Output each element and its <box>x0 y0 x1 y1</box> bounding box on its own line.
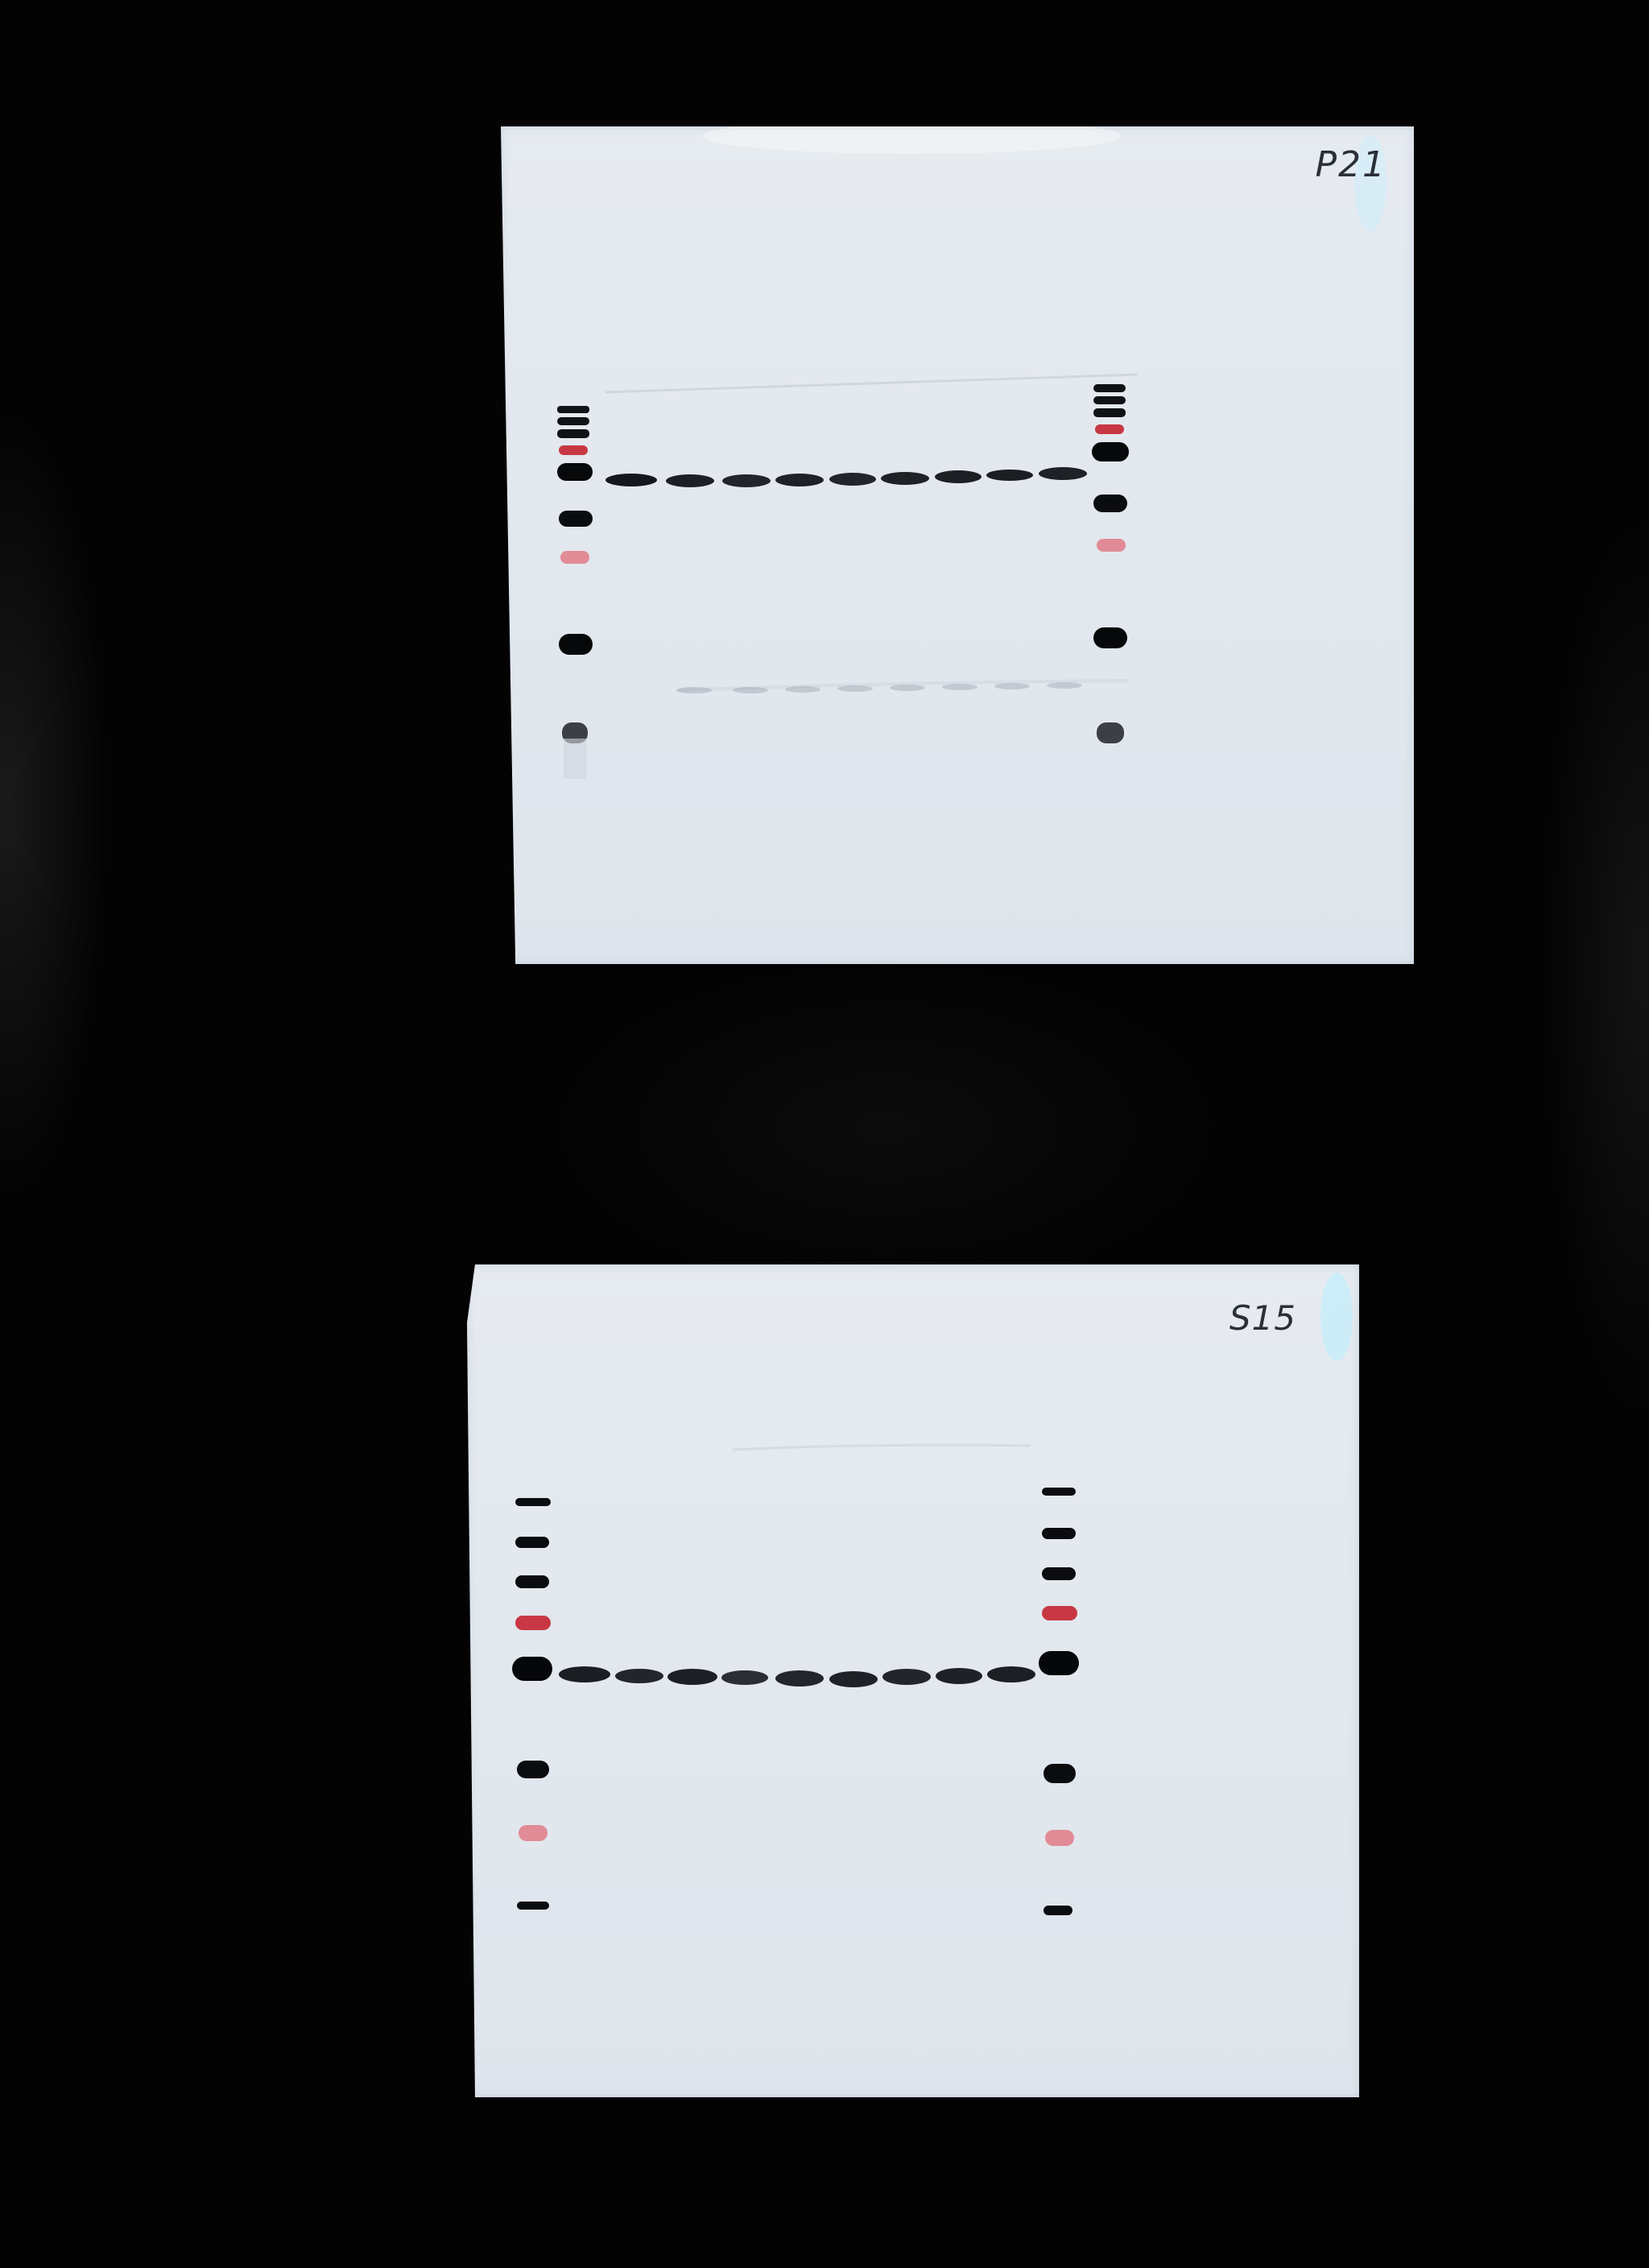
ladder-right <box>1039 1488 1079 1915</box>
band-lane-6 <box>829 1671 878 1687</box>
band-lane-3 <box>667 1669 717 1685</box>
ladder-left <box>557 406 593 779</box>
band-lane-5 <box>829 473 876 486</box>
band-lane-7 <box>935 470 982 483</box>
band-lane-1 <box>605 474 657 486</box>
band-lane-8 <box>936 1668 982 1684</box>
sample-bands-top <box>605 467 1087 487</box>
ladder-left <box>512 1498 552 1910</box>
band-lane-2 <box>666 474 714 487</box>
band-lane-2 <box>615 1669 663 1683</box>
blot-image-bottom <box>467 1264 1359 2097</box>
band-lane-4 <box>775 474 824 486</box>
band-lane-9 <box>1039 467 1087 480</box>
band-lane-3 <box>722 474 771 487</box>
band-lane-9 <box>987 1666 1035 1682</box>
blot-image-top <box>501 126 1414 964</box>
band-lane-7 <box>882 1669 931 1685</box>
band-lane-6 <box>881 472 929 485</box>
blot-membrane-bottom: S15 <box>467 1264 1359 2097</box>
band-lane-8 <box>986 470 1033 481</box>
blot-membrane-top: P21 <box>501 126 1414 964</box>
ladder-right <box>1092 384 1129 743</box>
band-lane-5 <box>775 1670 824 1687</box>
sample-bands-bottom <box>559 1666 1035 1687</box>
band-lane-1 <box>559 1666 610 1682</box>
band-lane-4 <box>721 1670 768 1685</box>
